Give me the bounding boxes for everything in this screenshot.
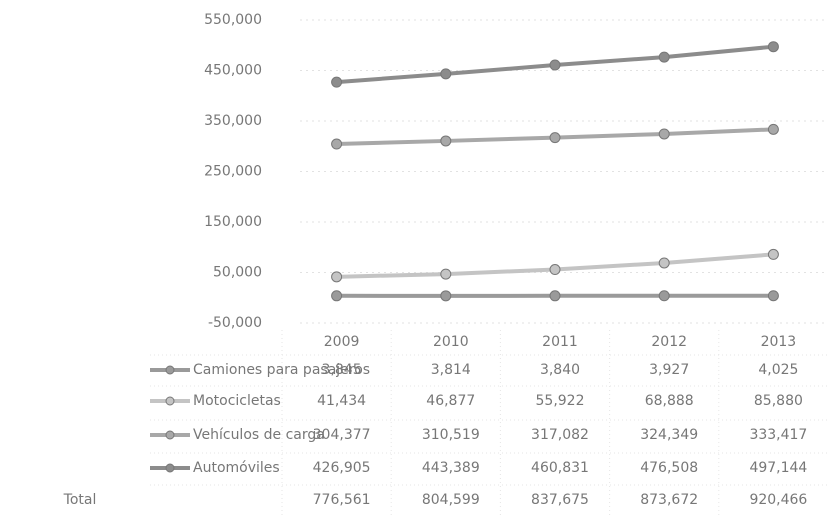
series-marker	[767, 290, 779, 302]
series-marker	[767, 41, 779, 53]
table-cell: 46,877	[426, 393, 475, 409]
table-cell: 333,417	[749, 427, 807, 443]
y-tick-label: 450,000	[204, 63, 262, 79]
y-tick-label: -50,000	[208, 315, 262, 331]
series-marker	[331, 138, 343, 150]
table-cell: 443,389	[422, 460, 480, 476]
total-cell: 837,675	[531, 492, 589, 508]
x-tick-label: 2013	[761, 334, 797, 350]
y-tick-label: 50,000	[213, 265, 262, 281]
table-cell: 476,508	[640, 460, 698, 476]
table-cell: 3,814	[431, 362, 471, 378]
series-marker	[440, 135, 452, 147]
table-cell: 317,082	[531, 427, 589, 443]
series-marker	[658, 51, 670, 63]
legend-label: Automóviles	[193, 460, 280, 476]
table-cell: 41,434	[317, 393, 366, 409]
total-cell: 920,466	[749, 492, 807, 508]
series-marker	[331, 290, 343, 302]
legend-label: Vehículos de carga	[193, 427, 325, 443]
x-tick-label: 2009	[324, 334, 360, 350]
table-cell: 3,840	[540, 362, 580, 378]
series-marker	[658, 257, 670, 269]
table-cell: 3,845	[322, 362, 362, 378]
series-marker	[549, 132, 561, 144]
y-tick-label: 250,000	[204, 164, 262, 180]
x-tick-label: 2010	[433, 334, 469, 350]
y-tick-label: 350,000	[204, 113, 262, 129]
series-marker	[549, 290, 561, 302]
series-marker	[767, 123, 779, 135]
total-cell: 873,672	[640, 492, 698, 508]
series-marker	[658, 128, 670, 140]
table-cell: 4,025	[758, 362, 798, 378]
series-marker	[549, 264, 561, 276]
table-cell: 426,905	[313, 460, 371, 476]
legend-key-marker	[165, 430, 175, 440]
series-marker	[767, 248, 779, 260]
series-marker	[331, 271, 343, 283]
series-marker	[440, 290, 452, 302]
total-label: Total	[63, 492, 97, 508]
legend-key-marker	[165, 463, 175, 473]
table-cell: 497,144	[749, 460, 807, 476]
series-marker	[440, 268, 452, 280]
table-cell: 68,888	[645, 393, 694, 409]
x-tick-label: 2011	[542, 334, 578, 350]
table-cell: 324,349	[640, 427, 698, 443]
series-marker	[331, 76, 343, 88]
series-marker	[549, 59, 561, 71]
series-marker	[658, 290, 670, 302]
table-cell: 310,519	[422, 427, 480, 443]
series-marker	[440, 68, 452, 80]
table-cell: 3,927	[649, 362, 689, 378]
table-cell: 85,880	[754, 393, 803, 409]
legend-label: Camiones para pasajeros	[193, 362, 370, 378]
y-tick-label: 150,000	[204, 214, 262, 230]
total-cell: 804,599	[422, 492, 480, 508]
table-cell: 460,831	[531, 460, 589, 476]
legend-key-marker	[165, 396, 175, 406]
table-cell: 304,377	[313, 427, 371, 443]
legend-label: Motocicletas	[193, 393, 281, 409]
total-cell: 776,561	[313, 492, 371, 508]
table-cell: 55,922	[536, 393, 585, 409]
x-tick-label: 2012	[651, 334, 687, 350]
y-tick-label: 550,000	[204, 12, 262, 28]
legend-key-marker	[165, 365, 175, 375]
